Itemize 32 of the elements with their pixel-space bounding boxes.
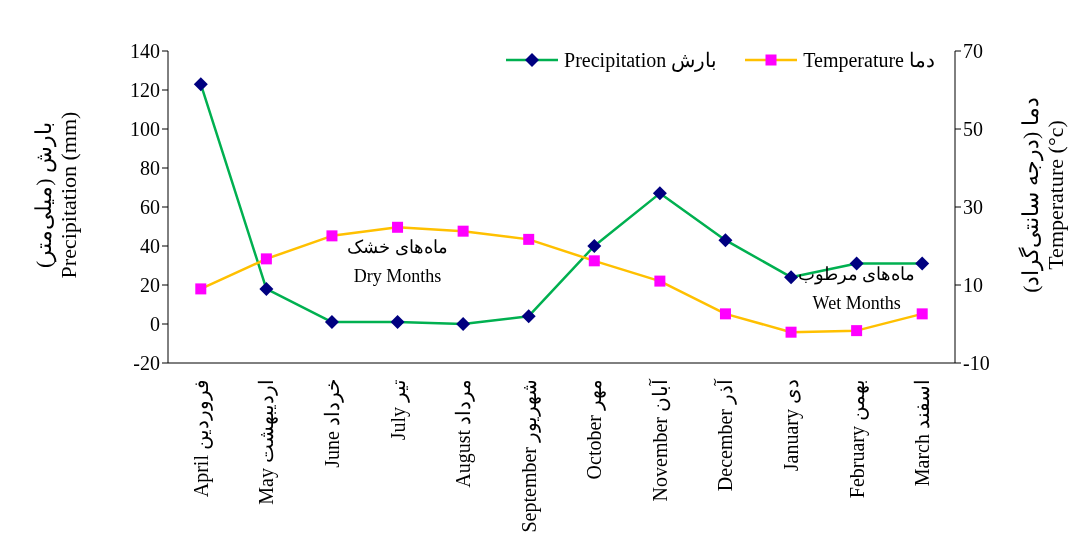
y-tick-label: 20 [140, 274, 160, 297]
y2-tick-label: 10 [963, 274, 983, 297]
y-tick-label: 140 [130, 40, 160, 63]
annotation: ماه‌های خشک Dry Months [347, 236, 448, 289]
x-tick-label: June خرداد [320, 379, 344, 468]
x-tick-label: November آبان [647, 378, 671, 502]
y2-axis-title: دما (درجه سانتی‌گراد) Temperature (°c) [1017, 97, 1069, 293]
x-tick-label: August مرداد [452, 379, 476, 488]
y-tick-label: 40 [140, 235, 160, 258]
y-tick-label: 80 [140, 157, 160, 180]
y2-tick-label: -10 [963, 352, 990, 375]
x-tick-label: September شهریور [517, 379, 541, 533]
y-tick-label: 0 [150, 313, 160, 336]
legend-label: Temperature دما [803, 48, 935, 72]
x-tick-label: April فروردین [189, 379, 213, 498]
legend-label: Precipitation بارش [564, 48, 718, 72]
y-tick-label: -20 [133, 352, 160, 375]
y-tick-label: 120 [130, 79, 160, 102]
x-tick-label: July تیر [386, 379, 410, 441]
x-tick-label: October مهر [583, 379, 607, 480]
x-tick-label: December آذر [713, 378, 738, 492]
x-tick-label: May اردیبهشت [255, 379, 279, 505]
y-tick-label: 100 [130, 118, 160, 141]
x-tick-label: March اسفند [911, 379, 934, 487]
y2-tick-label: 50 [963, 118, 983, 141]
x-tick-label: February بهمن [845, 379, 869, 499]
y-tick-label: 60 [140, 196, 160, 219]
y-axis-title: بارش (میلی‌متر) Precipitation (mm) [30, 111, 82, 279]
annotation: ماه‌های مرطوب Wet Months [797, 263, 916, 316]
y2-tick-label: 30 [963, 196, 983, 219]
y2-tick-label: 70 [963, 40, 983, 63]
x-tick-label: January دی [780, 379, 804, 472]
